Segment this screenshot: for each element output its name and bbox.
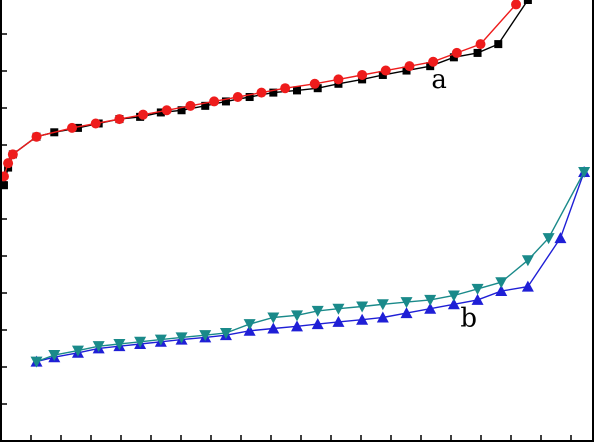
data-point [280,83,291,94]
data-point [138,109,149,120]
data-point [92,341,105,353]
data-point [209,96,220,107]
data-point [0,171,9,182]
data-point [523,0,532,4]
data-point [424,302,437,314]
series-4 [30,166,591,368]
data-point [90,118,101,129]
data-point [71,345,84,357]
data-point [199,330,212,342]
data-point [293,86,301,95]
data-point [245,93,254,102]
data-point [267,322,280,334]
data-point [113,338,126,350]
data-point [511,0,522,10]
data-point [357,69,368,80]
data-point [232,92,243,103]
data-point [73,123,82,132]
data-point [376,299,389,311]
data-point [475,39,486,50]
data-point [402,66,411,75]
data-point [313,84,322,93]
data-point [161,105,172,116]
data-point [30,356,43,368]
data-point [134,336,147,348]
data-point [356,313,369,325]
data-point [426,62,435,71]
series-2 [0,0,522,182]
curve-labels: ab [431,65,477,333]
data-point [48,350,61,362]
data-point [3,158,14,169]
data-point [311,305,324,317]
data-point [495,285,508,297]
data-point [554,232,567,244]
data-point [332,303,345,315]
data-point [473,48,482,57]
data-point [243,324,256,336]
data-point [521,255,534,267]
data-point [156,108,165,117]
data-point [494,40,503,49]
data-point [311,318,324,330]
data-point [221,97,230,106]
data-point [0,181,8,190]
data-point [291,310,303,322]
data-point [376,311,389,323]
data-point [424,294,437,306]
data-point [332,315,345,327]
data-point [201,101,210,110]
data-point [219,327,232,339]
data-point [356,301,369,313]
series-layer [0,0,591,368]
data-point [175,332,188,344]
data-point [243,319,256,331]
data-point [185,100,196,111]
data-point [291,320,303,332]
data-point [578,166,591,178]
data-point [67,122,78,133]
data-point [521,280,534,292]
data-point [378,70,387,79]
data-point [404,61,415,72]
data-point [154,334,167,346]
data-point [495,277,508,289]
data-point [428,56,439,67]
data-point [333,74,344,85]
data-point [447,298,460,310]
data-point [471,283,484,295]
data-point [542,233,555,245]
data-point [447,290,460,302]
data-point [380,65,391,76]
data-point [256,87,267,98]
data-point [31,131,42,142]
data-point [400,297,413,309]
data-point [177,106,186,115]
data-point [114,114,125,125]
data-point [269,88,278,97]
data-point [267,312,280,324]
data-point [400,307,413,319]
data-point [309,78,320,89]
data-point [7,149,18,160]
curve-label-b: b [460,303,477,333]
curve-label-a: a [431,65,447,95]
data-point [449,53,458,62]
data-point [451,47,462,58]
data-point [471,293,484,305]
